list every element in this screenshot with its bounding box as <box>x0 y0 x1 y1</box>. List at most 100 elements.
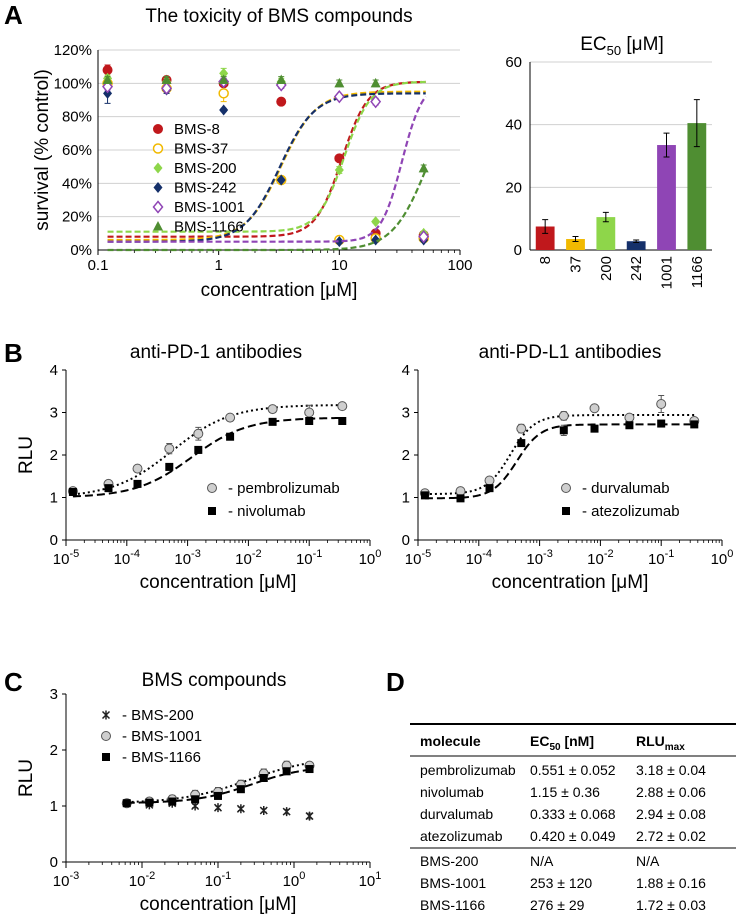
b-right-point-atezolizumab <box>690 420 699 429</box>
table-cell: 1.72 ± 0.03 <box>636 897 706 913</box>
b-left-fit-curve-nivolumab <box>72 416 343 498</box>
bar-bms-242 <box>626 241 646 250</box>
c-point-bms-1166 <box>236 785 245 794</box>
a-point-bms-200 <box>219 67 229 79</box>
table-cell: nivolumab <box>420 784 484 800</box>
b-left-xtick-label: 10-4 <box>114 548 140 568</box>
b-right-point-atezolizumab <box>590 424 599 433</box>
b-right-point-durvalumab <box>656 399 667 409</box>
b-left-point-nivolumab <box>226 432 235 441</box>
b-right-fit-curve-durvalumab <box>424 414 695 496</box>
bars-ytick-label: 20 <box>505 179 522 196</box>
b-right-point-atezolizumab <box>657 419 666 428</box>
panel-letter-b: B <box>4 338 23 368</box>
b-right-xtick-label: 10-3 <box>526 548 552 568</box>
c-point-bms-200 <box>236 804 245 814</box>
b-right-point-durvalumab <box>624 412 635 423</box>
a-point-bms-1166 <box>418 162 429 173</box>
b-right-point-atezolizumab <box>517 439 526 448</box>
b-right-ytick-label: 3 <box>402 405 410 422</box>
bar-error-8 <box>542 219 549 234</box>
panel-letter-d: D <box>386 667 405 697</box>
b-right-point-durvalumab <box>455 486 466 497</box>
a-fit-curve-bms-37 <box>107 90 426 242</box>
table-header-1: EC50 [nM] <box>530 733 594 753</box>
c-ytick-label: 2 <box>50 742 58 759</box>
c-xtick-label: 10-2 <box>129 870 155 890</box>
table-cell: N/A <box>636 853 660 869</box>
b-right-xtick-label: 10-2 <box>587 548 613 568</box>
b-right-fit-curve-atezolizumab <box>424 423 695 500</box>
b-right-xtick-label: 10-5 <box>405 548 431 568</box>
c-ytick-label: 3 <box>50 686 58 703</box>
c-xlabel: concentration [μM] <box>140 894 297 915</box>
a-fit-curve-bms-1166 <box>107 169 427 252</box>
a-xtick-label: 1 <box>214 257 222 274</box>
c-point-bms-1166 <box>214 791 222 800</box>
a-legend-marker-bms-242 <box>153 182 163 193</box>
c-point-bms-200 <box>305 811 314 821</box>
table-cell: 276 ± 29 <box>530 897 585 913</box>
b-left-point-nivolumab <box>165 462 174 471</box>
table-d: molecule EC50 [nM] RLUmax pembrolizumab 0.55… <box>410 723 736 913</box>
b-right-point-durvalumab <box>558 410 569 421</box>
b-left-xtick-label: 10-2 <box>235 548 261 568</box>
bar-bms-37 <box>566 239 585 250</box>
table-cell: 2.94 ± 0.08 <box>636 806 706 822</box>
b-right-point-durvalumab <box>516 423 527 434</box>
a-xtick-label: 0.1 <box>88 257 109 274</box>
b-right-xtick-label: 100 <box>711 548 734 568</box>
table-cell: 0.551 ± 0.052 <box>530 762 616 778</box>
b-right-xtick-label: 10-1 <box>648 548 674 568</box>
b-left-point-nivolumab <box>104 484 113 493</box>
table-cell: 0.333 ± 0.068 <box>530 806 616 822</box>
b-left-point-pembrolizumab <box>225 412 236 423</box>
table-cell: 253 ± 120 <box>530 875 592 891</box>
table-cell: BMS-1001 <box>420 875 486 891</box>
c-ytick-label: 1 <box>50 798 58 815</box>
b-left-legend-marker-nivolumab <box>208 507 216 515</box>
b-left-point-pembrolizumab <box>164 443 175 454</box>
chart-a-bars: EC50 [μM] 0 20 40 60 8 37 200 242 1001 1166 <box>505 34 712 289</box>
b-left-point-nivolumab <box>305 417 314 425</box>
bar-category-label-200: 200 <box>598 256 615 281</box>
b-left-legend-label-nivolumab: - nivolumab <box>228 503 306 520</box>
bar-category-label-242: 242 <box>628 256 645 281</box>
bar-error-242 <box>633 239 640 243</box>
b-right-legend-marker-durvalumab <box>561 483 571 493</box>
c-point-bms-1166 <box>282 767 291 776</box>
b-left-ytick-label: 1 <box>50 490 58 507</box>
a-fit-curve-bms-200 <box>107 80 426 233</box>
a-legend-marker-bms-37 <box>152 143 164 154</box>
b-left-legend-label-pembrolizumab: - pembrolizumab <box>228 480 340 497</box>
table-cell: 2.72 ± 0.02 <box>636 828 706 844</box>
a-legend-marker-bms-1001 <box>152 200 164 214</box>
b-left-point-pembrolizumab <box>193 428 204 439</box>
a-legend-marker-bms-1166 <box>153 221 163 231</box>
b-left-xtick-label: 100 <box>359 548 382 568</box>
b-left-xtick-label: 10-1 <box>296 548 322 568</box>
a-point-bms-8 <box>276 96 287 107</box>
b-right-title: anti-PD-L1 antibodies <box>479 342 662 363</box>
bars-ytick-label: 60 <box>505 54 522 71</box>
a-legend-label-bms-1001: BMS-1001 <box>174 199 245 216</box>
panel-letter-a: A <box>4 0 23 30</box>
a-ytick-label: 20% <box>62 209 92 226</box>
b-left-point-nivolumab <box>194 445 203 454</box>
bars-ytick-label: 0 <box>514 242 522 259</box>
a-point-bms-242 <box>219 104 229 116</box>
b-left-title: anti-PD-1 antibodies <box>130 342 302 363</box>
a-xtick-label: 10 <box>331 257 348 274</box>
bar-category-label-8: 8 <box>537 256 554 264</box>
b-right-ytick-label: 2 <box>402 447 410 464</box>
a-point-bms-1166 <box>276 74 287 84</box>
a-legend-label-bms-37: BMS-37 <box>174 141 228 158</box>
c-point-bms-1166 <box>122 799 131 808</box>
chart-a-curves: The toxicity of BMS compounds 0% 20% 40% 60%… <box>32 6 473 301</box>
b-left-fit-curve-pembrolizumab <box>72 404 343 496</box>
b-left-point-pembrolizumab <box>267 404 278 415</box>
b-left-point-nivolumab <box>68 487 77 496</box>
table-cell: pembrolizumab <box>420 762 516 778</box>
b-right-legend-label-durvalumab: - durvalumab <box>582 480 670 497</box>
a-point-bms-1166 <box>370 77 381 88</box>
